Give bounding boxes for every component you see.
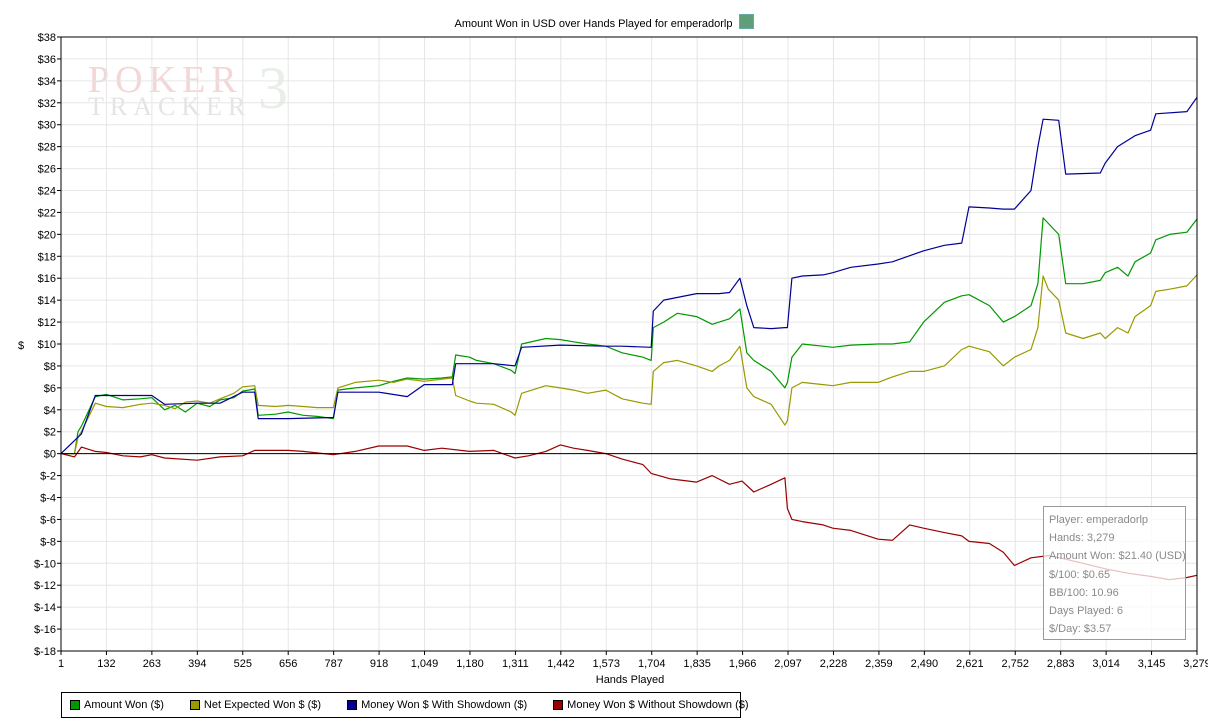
y-tick-label: $4 — [44, 405, 56, 417]
x-tick-label: 1,704 — [638, 658, 666, 670]
stat-days-played: Days Played: 6 — [1049, 604, 1123, 617]
y-tick-label: $20 — [38, 229, 56, 241]
y-tick-label: $34 — [38, 76, 56, 88]
y-tick-label: $-18 — [34, 646, 56, 658]
series-lines — [60, 96, 1198, 581]
y-tick-label: $24 — [38, 186, 56, 198]
x-tick-label: 1,966 — [729, 658, 757, 670]
plot-frame — [60, 36, 1198, 652]
y-tick-label: $-14 — [34, 602, 56, 614]
y-tick-label: $-10 — [34, 558, 56, 570]
y-tick-label: $-4 — [40, 493, 56, 505]
series-line-3 — [60, 96, 1198, 455]
stat-bb-100: BB/100: 10.96 — [1049, 586, 1119, 599]
y-axis-label: $ — [18, 340, 25, 352]
legend-swatch — [70, 700, 80, 710]
legend: Amount Won ($) Net Expected Won $ ($) Mone… — [61, 692, 749, 718]
y-axis: $38 $36 $34 $32 $30 $28 $26 $24 $22 $20 $18 $16 $14 $… — [34, 32, 61, 658]
y-tick-label: $22 — [38, 207, 56, 219]
legend-swatch — [189, 700, 200, 710]
x-tick-label: 1,442 — [547, 658, 575, 670]
y-tick-label: $18 — [38, 251, 56, 263]
x-tick-label: 918 — [370, 658, 388, 670]
x-tick-label: 1,573 — [593, 658, 621, 670]
y-tick-label: $36 — [38, 54, 56, 66]
y-tick-label: $-6 — [40, 514, 56, 526]
x-tick-label: 656 — [279, 658, 297, 670]
x-tick-label: 1 — [58, 658, 64, 670]
x-tick-label: 525 — [234, 658, 252, 670]
legend-item[interactable]: Amount Won ($) — [70, 699, 164, 711]
x-tick-label: 3,279 — [1183, 658, 1208, 670]
y-tick-label: $32 — [38, 98, 56, 110]
x-tick-label: 1,180 — [456, 658, 484, 670]
x-axis-label: Hands Played — [595, 674, 665, 686]
stat-per-100: $/100: $0.65 — [1049, 568, 1111, 581]
x-tick-label: 2,359 — [865, 658, 893, 670]
y-tick-label: $-12 — [34, 580, 56, 592]
y-tick-label: $-8 — [40, 536, 56, 548]
legend-label: Money Won $ With Showdown ($) — [361, 699, 528, 711]
y-tick-label: $-16 — [34, 624, 56, 636]
legend-swatch — [347, 700, 358, 710]
x-tick-label: 132 — [97, 658, 115, 670]
y-tick-label: $10 — [38, 339, 56, 351]
stat-amount-won: Amount Won: $21.40 (USD) — [1049, 550, 1186, 563]
y-tick-label: $14 — [38, 295, 56, 307]
y-tick-label: $-2 — [40, 471, 56, 483]
x-tick-label: 1,049 — [411, 658, 439, 670]
grid — [60, 36, 1198, 652]
x-tick-label: 3,145 — [1138, 658, 1166, 670]
y-tick-label: $6 — [44, 383, 56, 395]
legend-item[interactable]: Money Won $ Without Showdown ($) — [553, 699, 749, 711]
series-line-2 — [61, 274, 1198, 455]
x-tick-label: 2,228 — [820, 658, 848, 670]
y-tick-label: $38 — [38, 32, 56, 44]
chart-icon[interactable] — [738, 14, 754, 29]
stat-player: Player: emperadorlp — [1049, 514, 1149, 526]
x-tick-label: 2,752 — [1001, 658, 1029, 670]
x-tick-label: 1,311 — [502, 658, 529, 670]
y-tick-label: $30 — [38, 120, 56, 132]
series-line-4 — [60, 444, 1198, 581]
x-tick-label: 1,835 — [683, 658, 711, 670]
x-tick-label: 2,621 — [956, 658, 984, 670]
x-tick-label: 2,490 — [911, 658, 939, 670]
stat-hands: Hands: 3,279 — [1049, 532, 1115, 545]
stats-box: Player: emperadorlp Hands: 3,279 Amount … — [1043, 506, 1186, 640]
legend-item[interactable]: Money Won $ With Showdown ($) — [347, 699, 527, 711]
y-tick-label: $0 — [44, 449, 56, 461]
x-tick-label: 787 — [324, 658, 342, 670]
y-tick-label: $28 — [38, 142, 56, 154]
x-tick-label: 263 — [143, 658, 161, 670]
x-tick-label: 2,097 — [774, 658, 802, 670]
y-tick-label: $12 — [38, 317, 56, 329]
series-line-1 — [61, 217, 1198, 455]
x-tick-label: 2,883 — [1047, 658, 1075, 670]
x-tick-label: 3,014 — [1092, 658, 1120, 670]
y-tick-label: $26 — [38, 164, 56, 176]
chart-title: Amount Won in USD over Hands Played for … — [0, 14, 1208, 30]
y-tick-label: $16 — [38, 273, 56, 285]
x-axis: 1 132 263 394 525 656 787 918 1,049 1,180 1,311 1,4… — [58, 651, 1208, 670]
legend-label: Amount Won ($) — [84, 699, 164, 711]
stat-per-day: $/Day: $3.57 — [1049, 623, 1112, 636]
legend-label: Money Won $ Without Showdown ($) — [567, 699, 749, 711]
y-tick-label: $2 — [44, 427, 56, 439]
x-tick-label: 394 — [188, 658, 206, 670]
legend-item[interactable]: Net Expected Won $ ($) — [189, 699, 322, 711]
legend-label: Net Expected Won $ ($) — [203, 699, 322, 711]
y-tick-label: $8 — [44, 361, 56, 373]
legend-swatch — [553, 700, 564, 710]
chart-title-text: Amount Won in USD over Hands Played for … — [454, 18, 733, 30]
